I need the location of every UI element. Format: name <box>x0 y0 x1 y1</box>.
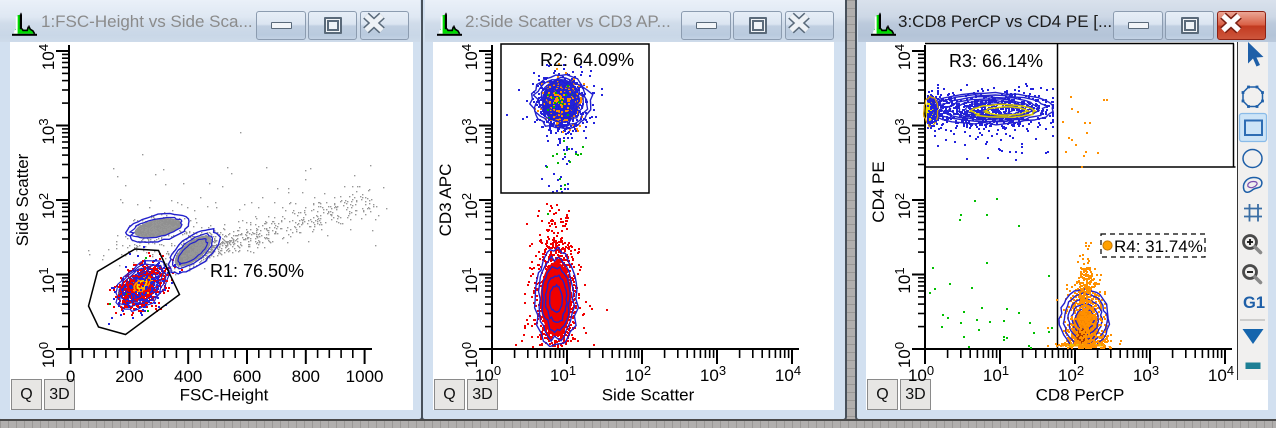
svg-text:104: 104 <box>775 363 801 385</box>
svg-text:101: 101 <box>36 267 58 293</box>
svg-text:0: 0 <box>66 367 75 386</box>
svg-text:CD3 APC: CD3 APC <box>436 164 455 237</box>
svg-text:104: 104 <box>36 44 58 70</box>
svg-text:103: 103 <box>1133 363 1159 385</box>
svg-text:CD4 PE: CD4 PE <box>869 161 888 222</box>
svg-text:103: 103 <box>700 363 726 385</box>
svg-text:104: 104 <box>1208 363 1234 385</box>
svg-text:101: 101 <box>550 363 576 385</box>
svg-text:103: 103 <box>892 118 914 144</box>
svg-text:103: 103 <box>36 118 58 144</box>
svg-text:Side Scatter: Side Scatter <box>602 386 695 405</box>
svg-text:200: 200 <box>115 367 143 386</box>
svg-text:R3: 66.14%: R3: 66.14% <box>949 51 1043 71</box>
svg-text:104: 104 <box>892 44 914 70</box>
svg-text:FSC-Height: FSC-Height <box>180 386 269 405</box>
svg-text:Side Scatter: Side Scatter <box>13 153 32 246</box>
svg-text:100: 100 <box>908 363 934 385</box>
svg-text:104: 104 <box>459 44 481 70</box>
svg-text:100: 100 <box>459 342 481 368</box>
svg-text:100: 100 <box>892 342 914 368</box>
svg-text:600: 600 <box>233 367 261 386</box>
svg-text:103: 103 <box>459 118 481 144</box>
svg-text:G1: G1 <box>1243 294 1265 312</box>
svg-text:R2: 64.09%: R2: 64.09% <box>540 50 634 70</box>
svg-text:400: 400 <box>174 367 202 386</box>
svg-text:101: 101 <box>983 363 1009 385</box>
svg-text:102: 102 <box>36 193 58 219</box>
svg-text:CD8 PerCP: CD8 PerCP <box>1036 386 1125 405</box>
svg-text:101: 101 <box>892 267 914 293</box>
svg-text:102: 102 <box>625 363 651 385</box>
svg-text:101: 101 <box>459 267 481 293</box>
svg-text:100: 100 <box>36 342 58 368</box>
svg-text:100: 100 <box>475 363 501 385</box>
svg-text:R1: 76.50%: R1: 76.50% <box>210 261 304 281</box>
svg-text:102: 102 <box>1058 363 1084 385</box>
svg-text:1000: 1000 <box>346 367 384 386</box>
svg-text:R4: 31.74%: R4: 31.74% <box>1114 237 1203 256</box>
svg-text:102: 102 <box>892 193 914 219</box>
svg-text:800: 800 <box>292 367 320 386</box>
svg-text:102: 102 <box>459 193 481 219</box>
